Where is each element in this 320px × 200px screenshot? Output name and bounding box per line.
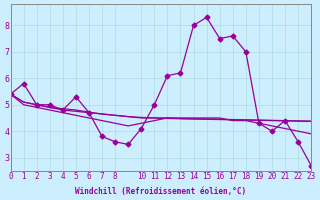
X-axis label: Windchill (Refroidissement éolien,°C): Windchill (Refroidissement éolien,°C)	[75, 187, 246, 196]
